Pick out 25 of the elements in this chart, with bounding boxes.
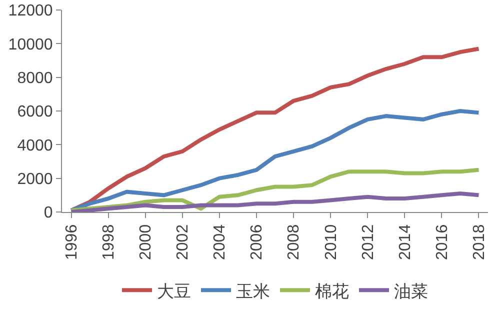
legend-label: 棉花 xyxy=(315,282,349,301)
y-tick-label: 4000 xyxy=(17,137,53,154)
x-tick-label: 2016 xyxy=(434,224,451,260)
x-tick-label: 2002 xyxy=(174,224,192,260)
y-tick-label: 2000 xyxy=(17,170,53,188)
legend-label: 油菜 xyxy=(394,282,428,301)
x-tick-label: 2012 xyxy=(360,224,377,260)
y-tick-label: 0 xyxy=(44,204,53,222)
x-tick-label: 2014 xyxy=(396,224,414,260)
y-tick-label: 8000 xyxy=(17,70,53,87)
x-tick-label: 2004 xyxy=(212,224,229,260)
y-tick-label: 12000 xyxy=(8,2,53,20)
legend-label: 玉米 xyxy=(236,282,270,301)
x-tick-label: 1996 xyxy=(63,224,80,260)
x-tick-label: 2018 xyxy=(470,224,488,260)
x-tick-label: 2008 xyxy=(286,224,303,260)
y-tick-label: 10000 xyxy=(8,36,53,54)
x-tick-label: 2010 xyxy=(322,224,340,260)
x-tick-label: 2006 xyxy=(248,224,266,260)
x-tick-label: 1998 xyxy=(100,224,118,260)
y-tick-label: 6000 xyxy=(17,104,53,121)
legend-label: 大豆 xyxy=(157,282,191,301)
line-series xyxy=(69,191,481,212)
line-series xyxy=(69,109,481,212)
x-tick-label: 2000 xyxy=(138,224,155,260)
